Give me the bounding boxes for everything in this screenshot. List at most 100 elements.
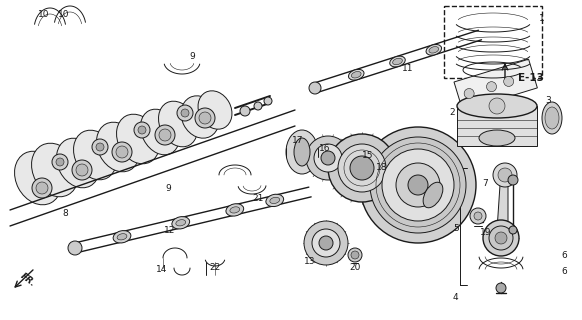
Ellipse shape <box>198 91 232 129</box>
Ellipse shape <box>390 56 405 67</box>
Text: 21: 21 <box>253 194 264 203</box>
Circle shape <box>396 163 440 207</box>
Ellipse shape <box>286 130 318 174</box>
Ellipse shape <box>73 130 116 180</box>
Text: 4: 4 <box>452 293 458 302</box>
Polygon shape <box>497 185 508 230</box>
Ellipse shape <box>349 69 364 80</box>
Circle shape <box>254 102 262 110</box>
Circle shape <box>360 127 476 243</box>
Ellipse shape <box>117 234 127 240</box>
Circle shape <box>493 163 517 187</box>
Polygon shape <box>454 59 537 111</box>
Text: 6: 6 <box>561 251 567 260</box>
Ellipse shape <box>266 194 283 207</box>
Circle shape <box>464 89 474 99</box>
Text: 20: 20 <box>349 263 361 273</box>
Circle shape <box>240 106 250 116</box>
Circle shape <box>92 139 108 155</box>
Circle shape <box>470 208 486 224</box>
Ellipse shape <box>352 71 361 78</box>
Text: 18: 18 <box>376 163 388 172</box>
Text: 17: 17 <box>292 135 304 145</box>
Ellipse shape <box>176 220 186 226</box>
Circle shape <box>32 178 52 198</box>
Circle shape <box>309 82 321 94</box>
Ellipse shape <box>230 207 240 213</box>
Text: 15: 15 <box>362 150 374 159</box>
Text: 6: 6 <box>561 268 567 276</box>
Ellipse shape <box>181 96 219 138</box>
Circle shape <box>489 226 513 250</box>
Circle shape <box>56 158 64 166</box>
Circle shape <box>487 82 496 92</box>
Text: 2: 2 <box>449 108 455 116</box>
Circle shape <box>483 220 519 256</box>
Text: 1: 1 <box>539 13 545 22</box>
Circle shape <box>181 109 189 117</box>
Ellipse shape <box>172 217 190 229</box>
Ellipse shape <box>56 138 100 188</box>
Circle shape <box>199 112 211 124</box>
Circle shape <box>68 241 82 255</box>
Ellipse shape <box>226 204 244 216</box>
Text: 16: 16 <box>320 143 331 153</box>
Ellipse shape <box>270 197 280 204</box>
Circle shape <box>195 108 215 128</box>
Circle shape <box>350 156 374 180</box>
Ellipse shape <box>31 143 79 197</box>
Text: 10: 10 <box>38 10 49 19</box>
Ellipse shape <box>113 231 131 243</box>
Text: FR.: FR. <box>19 271 37 289</box>
Circle shape <box>72 160 92 180</box>
Circle shape <box>36 182 48 194</box>
Ellipse shape <box>423 182 443 208</box>
Circle shape <box>264 97 272 105</box>
Circle shape <box>314 144 342 172</box>
Polygon shape <box>457 106 537 146</box>
Text: E-13: E-13 <box>518 73 544 83</box>
Ellipse shape <box>158 101 197 147</box>
Ellipse shape <box>479 130 515 146</box>
Circle shape <box>177 105 193 121</box>
Text: 14: 14 <box>157 266 168 275</box>
Circle shape <box>321 151 335 165</box>
Circle shape <box>328 134 396 202</box>
FancyBboxPatch shape <box>444 6 542 78</box>
Text: 13: 13 <box>304 258 316 267</box>
Ellipse shape <box>457 94 537 118</box>
Circle shape <box>495 232 507 244</box>
Circle shape <box>112 142 132 162</box>
Text: 9: 9 <box>165 183 171 193</box>
Ellipse shape <box>116 114 159 164</box>
Circle shape <box>509 226 517 234</box>
Circle shape <box>498 168 512 182</box>
Circle shape <box>382 149 454 221</box>
Circle shape <box>496 283 506 293</box>
Circle shape <box>474 212 482 220</box>
Circle shape <box>155 125 175 145</box>
Circle shape <box>508 175 518 185</box>
Circle shape <box>312 229 340 257</box>
Text: 9: 9 <box>189 52 195 60</box>
Text: 12: 12 <box>164 226 176 235</box>
Ellipse shape <box>294 138 310 166</box>
Ellipse shape <box>542 102 562 134</box>
Circle shape <box>96 143 104 151</box>
Circle shape <box>159 129 171 141</box>
Text: 11: 11 <box>402 63 414 73</box>
Text: 8: 8 <box>62 209 68 218</box>
Ellipse shape <box>393 58 402 65</box>
Ellipse shape <box>426 44 442 55</box>
Ellipse shape <box>140 109 179 155</box>
Circle shape <box>52 154 68 170</box>
Ellipse shape <box>429 47 439 53</box>
Text: 10: 10 <box>58 10 70 19</box>
Circle shape <box>76 164 88 176</box>
Text: 19: 19 <box>480 228 492 236</box>
Circle shape <box>319 236 333 250</box>
Circle shape <box>338 144 386 192</box>
Circle shape <box>116 146 128 158</box>
Circle shape <box>306 136 350 180</box>
Circle shape <box>370 137 466 233</box>
